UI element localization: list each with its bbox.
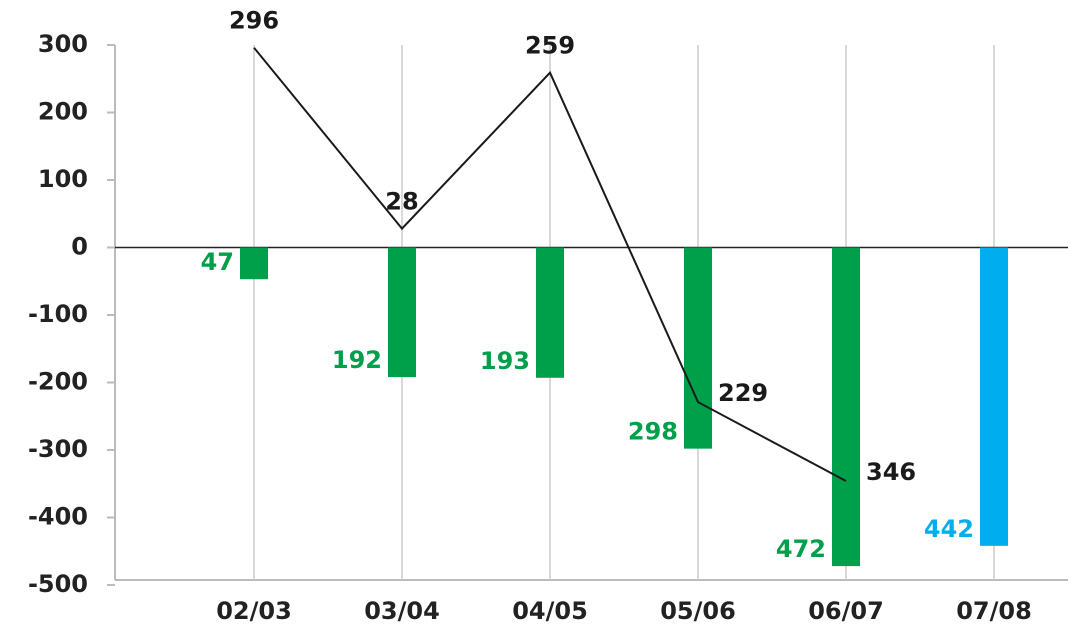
line <box>253 47 847 482</box>
y-tick-label: 200 <box>38 98 88 126</box>
y-tick-label: 300 <box>38 30 88 58</box>
y-tick-label: -300 <box>28 435 88 463</box>
bar-value-label: 298 <box>628 418 678 446</box>
bar <box>980 247 1008 546</box>
bar <box>240 247 268 280</box>
y-tick-label: -500 <box>28 570 88 598</box>
bar-value-label: 193 <box>480 347 530 375</box>
x-tick-label: 02/03 <box>216 597 292 625</box>
line-value-label: 229 <box>718 379 768 407</box>
x-tick-label: 06/07 <box>808 597 884 625</box>
line-value-label: 28 <box>385 188 418 216</box>
y-tick-label: -100 <box>28 300 88 328</box>
x-tick-label: 07/08 <box>956 597 1032 625</box>
x-tick-label: 04/05 <box>512 597 588 625</box>
bar <box>684 247 712 449</box>
bar <box>832 247 860 567</box>
x-tick-label: 03/04 <box>364 597 440 625</box>
line-value-label: 346 <box>866 458 916 486</box>
line-value-label: 259 <box>525 32 575 60</box>
bar <box>388 247 416 378</box>
bar-value-label: 47 <box>201 248 234 276</box>
line-value-label: 296 <box>229 7 279 35</box>
y-tick-label: 0 <box>71 233 88 261</box>
bar-value-label: 442 <box>924 515 974 543</box>
bar-value-label: 192 <box>332 346 382 374</box>
bar <box>536 247 564 378</box>
x-tick-label: 05/06 <box>660 597 736 625</box>
y-tick-label: -400 <box>28 503 88 531</box>
y-tick-label: -200 <box>28 368 88 396</box>
bar-value-label: 472 <box>776 535 826 563</box>
y-tick-label: 100 <box>38 165 88 193</box>
